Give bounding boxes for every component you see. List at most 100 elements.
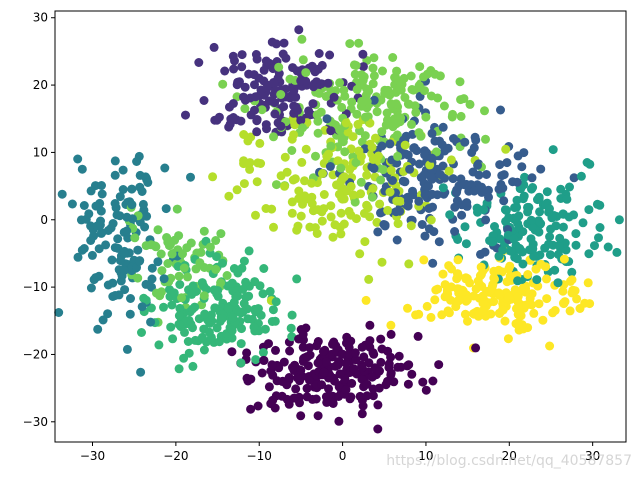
scatter-point: [336, 163, 346, 173]
scatter-point: [461, 239, 471, 249]
scatter-point: [321, 91, 331, 101]
scatter-point: [336, 176, 346, 186]
scatter-point: [329, 92, 339, 102]
scatter-point: [123, 233, 133, 243]
scatter-point: [542, 294, 552, 304]
scatter-point: [271, 297, 281, 307]
scatter-point: [341, 118, 351, 128]
scatter-point: [571, 229, 581, 239]
scatter-point: [501, 144, 511, 154]
scatter-point: [364, 274, 374, 284]
scatter-point: [350, 69, 360, 79]
scatter-point: [550, 265, 560, 275]
scatter-point: [157, 266, 167, 276]
scatter-point: [93, 324, 103, 334]
scatter-point: [565, 306, 575, 316]
scatter-point: [434, 237, 444, 247]
scatter-point: [457, 210, 467, 220]
scatter-point: [445, 210, 455, 220]
scatter-point: [281, 53, 291, 63]
scatter-point: [359, 352, 369, 362]
scatter-point: [79, 201, 89, 210]
scatter-point: [385, 187, 395, 197]
scatter-point: [383, 115, 392, 125]
scatter-point: [392, 130, 402, 140]
scatter-point: [388, 176, 397, 185]
scatter-point: [454, 296, 464, 306]
scatter-point: [420, 190, 430, 200]
scatter-point: [287, 310, 297, 320]
scatter-point: [393, 219, 403, 229]
scatter-point: [298, 123, 307, 133]
scatter-point: [137, 187, 147, 196]
scatter-point: [351, 355, 361, 365]
scatter-point: [351, 214, 361, 224]
scatter-point: [522, 300, 532, 310]
scatter-point: [212, 252, 221, 262]
scatter-point: [236, 116, 246, 126]
scatter-point: [279, 357, 289, 367]
scatter-point: [444, 308, 454, 318]
scatter-point: [314, 49, 324, 58]
scatter-point: [414, 159, 424, 169]
scatter-point: [565, 182, 574, 192]
scatter-point: [584, 205, 594, 215]
scatter-point: [578, 218, 588, 228]
scatter-point: [300, 176, 309, 186]
scatter-point: [369, 71, 379, 81]
scatter-point: [324, 149, 333, 159]
scatter-point: [166, 322, 176, 332]
scatter-point: [317, 207, 327, 217]
scatter-point: [186, 319, 196, 329]
scatter-point: [270, 109, 280, 119]
scatter-point: [439, 101, 449, 111]
scatter-point: [304, 106, 314, 116]
scatter-point: [317, 380, 327, 390]
scatter-point: [495, 234, 505, 244]
scatter-point: [243, 314, 253, 324]
scatter-point: [428, 258, 438, 268]
scatter-point: [545, 204, 554, 214]
scatter-point: [216, 278, 226, 288]
scatter-point: [167, 300, 177, 310]
scatter-point: [91, 273, 101, 283]
scatter-point: [227, 347, 237, 357]
scatter-point: [236, 358, 246, 368]
x-tick-label: 30: [585, 449, 600, 463]
scatter-point: [378, 165, 388, 175]
scatter-point: [422, 301, 432, 311]
scatter-point: [509, 234, 519, 244]
y-tick-label: −30: [23, 415, 48, 429]
scatter-point: [439, 189, 449, 199]
scatter-point: [119, 249, 129, 258]
scatter-point: [428, 202, 437, 212]
scatter-point: [200, 309, 210, 319]
scatter-point: [313, 116, 323, 126]
scatter-point: [528, 183, 538, 192]
scatter-point: [583, 278, 593, 288]
scatter-point: [271, 345, 280, 355]
scatter-point: [282, 167, 292, 177]
scatter-point: [178, 249, 187, 259]
scatter-point: [328, 232, 338, 242]
scatter-point: [73, 252, 83, 262]
scatter-point: [253, 304, 263, 314]
scatter-point: [254, 73, 264, 83]
scatter-point: [328, 339, 337, 349]
scatter-point: [403, 303, 412, 313]
scatter-point: [84, 209, 94, 219]
scatter-point: [386, 99, 396, 109]
scatter-point: [289, 366, 299, 375]
scatter-point: [481, 215, 491, 225]
scatter-point: [284, 399, 294, 409]
scatter-point: [406, 71, 416, 81]
y-tick-label: −20: [23, 347, 48, 361]
scatter-point: [471, 135, 481, 145]
scatter-point: [267, 360, 277, 370]
scatter-point: [514, 222, 524, 232]
scatter-point: [438, 183, 448, 193]
scatter-point: [228, 313, 238, 323]
scatter-point: [372, 217, 382, 227]
scatter-point: [177, 293, 186, 303]
scatter-point: [276, 90, 286, 99]
